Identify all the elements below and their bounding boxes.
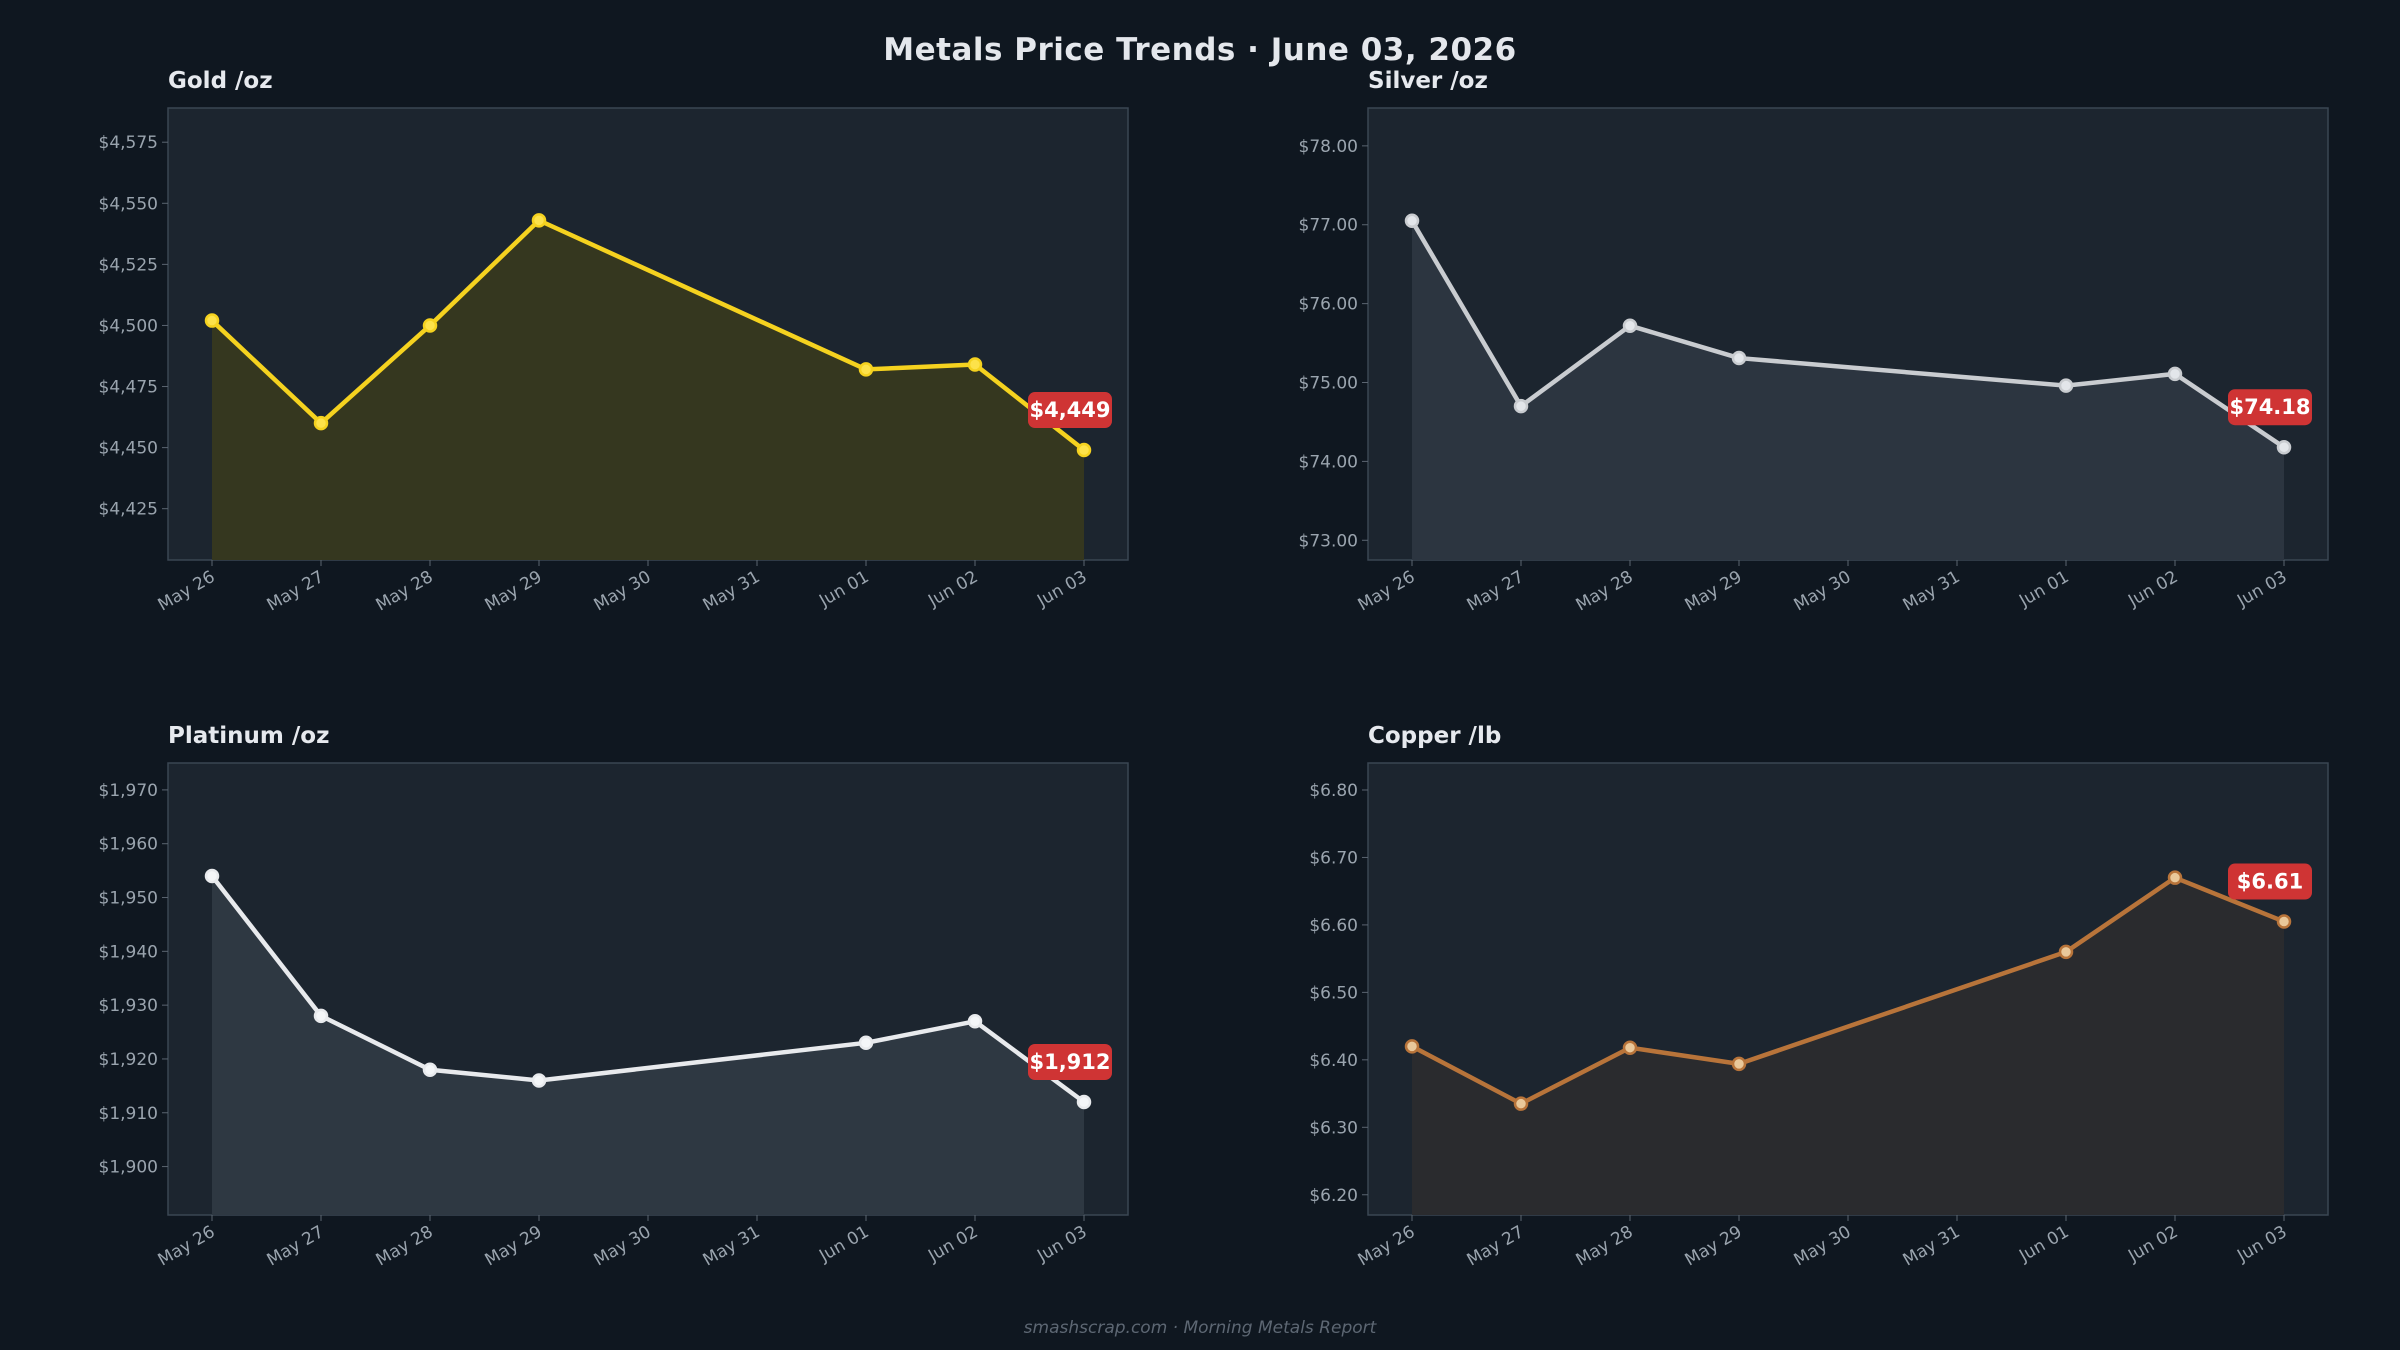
y-tick-label: $1,930	[99, 996, 158, 1016]
page-title: Metals Price Trends · June 03, 2026	[883, 32, 1517, 68]
data-point	[1513, 1096, 1529, 1111]
y-tick-label: $1,950	[99, 889, 158, 909]
chart-title: Platinum /oz	[168, 723, 329, 749]
data-point	[858, 362, 874, 377]
y-tick-label: $4,500	[99, 316, 158, 336]
data-point	[858, 1035, 874, 1051]
data-point	[204, 868, 220, 884]
data-point	[1076, 1094, 1092, 1110]
data-point	[1404, 1039, 1420, 1054]
y-tick-label: $1,940	[99, 942, 158, 962]
y-tick-label: $1,970	[99, 781, 158, 801]
price-badge-label: $4,449	[1029, 398, 1110, 422]
data-point	[967, 357, 983, 372]
data-point	[2167, 366, 2183, 382]
y-tick-label: $77.00	[1299, 216, 1358, 236]
x-tick-label: May 28	[1573, 1222, 1637, 1270]
price-badge-label: $74.18	[2229, 395, 2310, 419]
y-tick-label: $74.00	[1299, 452, 1358, 472]
chart-title: Silver /oz	[1368, 68, 1488, 94]
x-tick-label: Jun 02	[2124, 1222, 2181, 1267]
data-point	[1731, 1056, 1747, 1072]
y-tick-label: $1,920	[99, 1050, 158, 1070]
y-tick-label: $1,960	[99, 835, 158, 855]
chart-title: Copper /lb	[1368, 723, 1501, 749]
price-badge	[1028, 1044, 1112, 1080]
y-tick-label: $6.30	[1309, 1118, 1358, 1138]
data-point	[531, 1073, 547, 1088]
y-tick-label: $4,575	[99, 133, 158, 153]
y-tick-label: $6.50	[1309, 983, 1358, 1003]
x-tick-label: May 26	[1355, 1222, 1419, 1270]
data-point	[313, 415, 329, 431]
data-point	[2276, 914, 2292, 929]
data-point	[2058, 378, 2074, 393]
data-point	[1076, 442, 1092, 458]
y-tick-label: $76.00	[1299, 295, 1358, 315]
data-point	[1404, 213, 1420, 229]
x-tick-label: May 31	[1900, 1222, 1964, 1270]
y-tick-label: $73.00	[1299, 531, 1358, 551]
data-point	[531, 213, 547, 228]
data-point	[2058, 944, 2074, 960]
x-tick-label: May 27	[1464, 1222, 1528, 1270]
y-tick-label: $75.00	[1299, 374, 1358, 394]
price-badge	[1028, 392, 1112, 429]
x-tick-label: May 30	[1791, 1222, 1855, 1270]
price-badge	[2228, 389, 2312, 426]
y-tick-label: $6.80	[1309, 781, 1358, 801]
data-point	[2167, 870, 2183, 885]
y-tick-label: $4,475	[99, 378, 158, 398]
data-point	[967, 1014, 983, 1029]
data-point	[2276, 439, 2292, 455]
price-badge-label: $6.61	[2237, 870, 2303, 894]
area-fill	[1412, 877, 2284, 1215]
y-tick-label: $4,550	[99, 194, 158, 214]
x-tick-label: May 29	[1682, 1222, 1746, 1270]
area-fill	[212, 876, 1084, 1215]
data-point	[1622, 318, 1638, 333]
area-fill	[212, 220, 1084, 560]
y-tick-label: $4,425	[99, 500, 158, 520]
y-tick-label: $4,525	[99, 255, 158, 275]
y-tick-label: $1,900	[99, 1158, 158, 1178]
area-fill	[1412, 220, 2284, 560]
footer-credit: smashscrap.com · Morning Metals Report	[1023, 1318, 1377, 1338]
data-point	[422, 1062, 438, 1077]
price-badge-label: $1,912	[1029, 1050, 1110, 1074]
data-point	[422, 318, 438, 333]
y-tick-label: $6.20	[1309, 1186, 1358, 1206]
y-tick-label: $78.00	[1299, 137, 1358, 157]
y-tick-label: $6.40	[1309, 1051, 1358, 1071]
y-tick-label: $6.60	[1309, 916, 1358, 936]
chart-title: Gold /oz	[168, 68, 273, 94]
x-tick-label: Jun 01	[2015, 1222, 2072, 1267]
price-badge	[2228, 863, 2312, 900]
data-point	[1731, 350, 1747, 366]
data-point	[1622, 1040, 1638, 1055]
data-point	[313, 1008, 329, 1024]
data-point	[204, 313, 220, 328]
y-tick-label: $4,450	[99, 439, 158, 459]
data-point	[1513, 398, 1529, 414]
x-tick-label: Jun 03	[2233, 1222, 2290, 1267]
y-tick-label: $6.70	[1309, 848, 1358, 868]
y-tick-label: $1,910	[99, 1104, 158, 1124]
